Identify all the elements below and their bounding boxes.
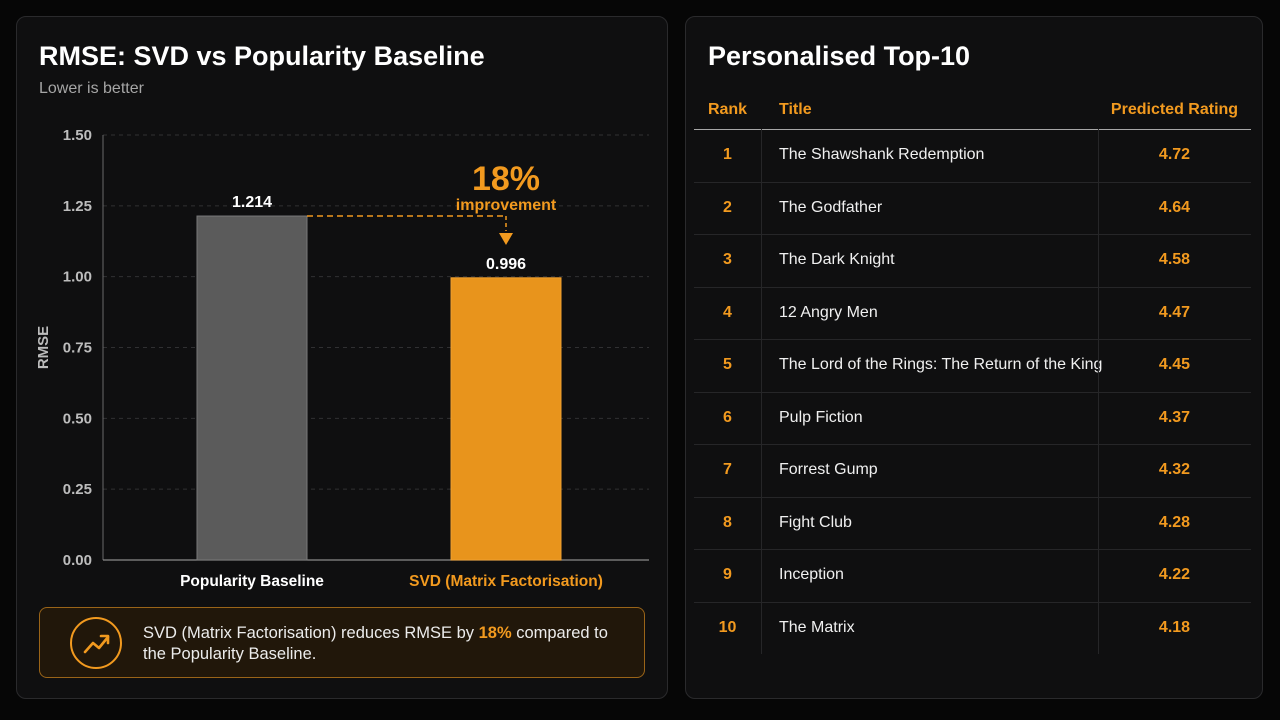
row-title: The Dark Knight [779,251,895,268]
rmse-bar-chart: 0.00 0.25 0.50 0.75 1.00 1.25 1.50 RMSE 1.214 Pop… [35,127,649,590]
table-row: 3 The Dark Knight 4.58 [694,235,1251,288]
table-row: 6 Pulp Fiction 4.37 [694,393,1251,445]
chart-subtitle: Lower is better [39,80,144,97]
row-rank: 2 [723,198,732,216]
top10-table: Rank Title Predicted Rating 1 The Shawsha… [694,95,1251,654]
y-tick-label: 1.50 [63,127,92,144]
summary-callout: SVD (Matrix Factorisation) reduces RMSE … [39,607,645,678]
column-divider [761,129,762,654]
row-rating: 4.45 [1158,356,1191,373]
row-rating: 4.37 [1158,408,1191,426]
table-body: 1 The Shawshank Redemption 4.72 2 The Godfat… [694,130,1251,654]
row-title: The Shawshank Redemption [779,146,985,163]
header-title: Title [779,101,812,118]
y-tick-label: 0.00 [63,552,92,569]
header-rating: Predicted Rating [1110,101,1239,118]
y-tick-label: 0.50 [63,410,92,427]
row-title: Pulp Fiction [779,408,863,426]
row-rank: 6 [723,408,732,426]
table-row: 4 12 Angry Men 4.47 [694,288,1251,340]
table-header: Rank Title Predicted Rating [694,95,1251,130]
top10-panel: Personalised Top-10 Rank Title Predicted… [685,16,1263,699]
chart-title: RMSE: SVD vs Popularity Baseline [39,41,485,71]
row-rank: 3 [723,251,732,268]
y-axis-label: RMSE [35,326,52,369]
bar [450,277,562,561]
row-title: Forrest Gump [779,461,878,478]
table-row: 10 The Matrix 4.18 [694,603,1251,655]
y-tick-label: 0.75 [63,340,92,357]
row-rank: 9 [723,566,732,583]
row-rank: 10 [718,618,737,636]
row-rating: 4.22 [1158,566,1191,583]
row-title: The Matrix [779,618,855,636]
table-title: Personalised Top-10 [708,41,971,71]
row-rating: 4.58 [1158,251,1191,268]
column-divider [1098,129,1099,654]
y-tick-label: 1.00 [63,269,92,286]
row-rating: 4.64 [1158,198,1191,216]
table-row: 8 Fight Club 4.28 [694,498,1251,550]
bar-value-label: 1.214 [232,194,272,211]
row-rating: 4.28 [1158,513,1191,531]
x-category-label: Popularity Baseline [180,573,324,590]
down-arrow-icon [499,233,513,246]
x-category-label: SVD (Matrix Factorisation) [409,573,603,590]
y-tick-label: 0.25 [63,481,92,498]
row-title: Fight Club [779,513,852,531]
bar-value-label: 0.996 [486,256,526,273]
trending-up-icon [70,617,122,669]
table-row: 5 The Lord of the Rings: The Return of th… [694,340,1251,393]
improvement-label: improvement [456,197,557,214]
row-rating: 4.18 [1158,618,1191,636]
row-rank: 5 [723,356,732,373]
row-title: 12 Angry Men [779,303,878,321]
bar [196,215,308,561]
chart-panel: RMSE: SVD vs Popularity Baseline Lower i… [16,16,668,699]
summary-text: SVD (Matrix Factorisation) reduces RMSE … [143,624,608,663]
row-title: The Godfather [779,198,883,216]
summary-highlight: 18% [478,624,512,642]
row-title: Inception [779,566,844,583]
row-rating: 4.32 [1158,461,1191,478]
table-row: 7 Forrest Gump 4.32 [694,445,1251,498]
table-row: 2 The Godfather 4.64 [694,183,1251,235]
row-title: The Lord of the Rings: The Return of the… [779,356,1103,373]
row-rank: 4 [723,303,732,321]
row-rating: 4.72 [1158,146,1191,163]
table-row: 1 The Shawshank Redemption 4.72 [694,130,1251,183]
table-row: 9 Inception 4.22 [694,550,1251,603]
row-rank: 1 [723,146,732,163]
row-rank: 8 [723,513,732,531]
y-tick-label: 1.25 [63,198,92,215]
row-rank: 7 [723,461,732,478]
row-rating: 4.47 [1158,303,1191,321]
header-rank: Rank [707,101,748,118]
improvement-percent: 18% [472,160,540,198]
